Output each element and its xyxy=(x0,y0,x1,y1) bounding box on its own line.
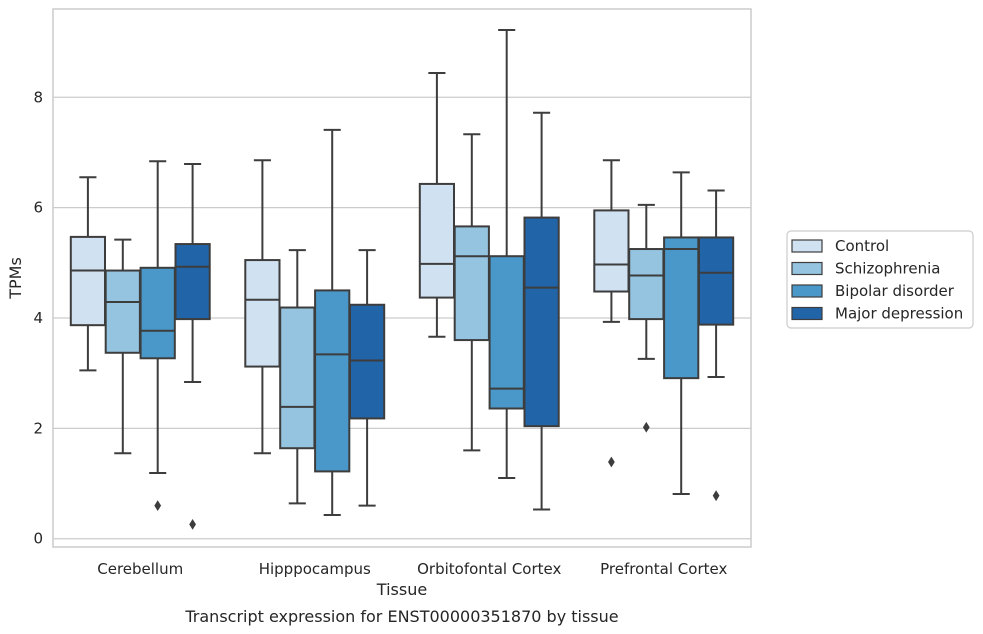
box-control xyxy=(418,72,456,338)
x-axis-label: Tissue xyxy=(376,580,427,599)
y-axis-label: TPMs xyxy=(6,257,25,300)
box-iqr xyxy=(418,182,456,299)
outlier-point xyxy=(608,456,615,468)
plot-frame xyxy=(52,8,752,548)
x-tick-label: Cerebellum xyxy=(97,560,183,578)
y-tick-label: 2 xyxy=(33,419,43,437)
box-iqr xyxy=(174,243,211,321)
box-bipolar-disorder xyxy=(314,128,351,516)
box-bipolar-disorder xyxy=(139,160,176,512)
y-tick-label: 4 xyxy=(33,309,43,327)
box-iqr xyxy=(104,269,141,354)
box-schizophrenia xyxy=(453,133,490,452)
box-iqr xyxy=(488,255,525,410)
box-major-depression xyxy=(523,111,560,511)
box-control xyxy=(244,159,281,455)
y-tick-labels: 0 2 4 6 8 xyxy=(33,88,43,547)
box-bipolar-disorder xyxy=(488,28,525,480)
box-major-depression xyxy=(174,163,211,530)
legend-swatch xyxy=(791,239,823,253)
y-tick-label: 0 xyxy=(33,530,43,548)
legend-entry-label: Control xyxy=(835,237,889,255)
box-iqr xyxy=(139,266,176,360)
legend-box xyxy=(786,230,974,329)
box-iqr xyxy=(348,303,386,420)
box-iqr xyxy=(663,236,700,380)
x-tick-labels: Cerebellum Hipppocampus Orbitofontal Corte… xyxy=(97,560,727,578)
box-schizophrenia xyxy=(104,238,141,455)
box-bipolar-disorder xyxy=(663,171,700,496)
box-iqr xyxy=(314,289,351,473)
legend-swatch xyxy=(791,306,823,321)
box-iqr xyxy=(593,209,630,293)
box-iqr xyxy=(279,306,316,450)
legend-entry-label: Bipolar disorder xyxy=(835,282,955,300)
y-tick-label: 8 xyxy=(33,88,43,106)
box-major-depression xyxy=(697,189,735,502)
legend: Control Schizophrenia Bipolar disorder Majo… xyxy=(786,230,974,329)
box-iqr xyxy=(69,235,107,327)
outlier-point xyxy=(712,490,720,502)
legend-entry-label: Schizophrenia xyxy=(835,260,940,278)
outlier-point xyxy=(642,421,650,433)
box-iqr xyxy=(523,216,560,428)
box-major-depression xyxy=(348,249,386,507)
box-iqr xyxy=(628,248,665,321)
outlier-point xyxy=(154,500,162,512)
x-tick-label: Orbitofontal Cortex xyxy=(417,560,561,578)
box-control xyxy=(593,159,630,468)
legend-entry-label: Major depression xyxy=(835,305,963,323)
outlier-point xyxy=(189,518,196,530)
chart-caption: Transcript expression for ENST0000035187… xyxy=(184,607,618,626)
box-schizophrenia xyxy=(628,203,665,433)
box-iqr xyxy=(697,236,735,326)
box-iqr xyxy=(244,259,281,368)
x-tick-label: Hipppocampus xyxy=(259,560,371,578)
box-iqr xyxy=(453,225,490,342)
legend-swatch xyxy=(791,284,823,298)
box-control xyxy=(69,176,107,372)
legend-swatch xyxy=(791,261,823,276)
x-tick-label: Prefrontal Cortex xyxy=(600,560,727,578)
y-tick-label: 6 xyxy=(33,199,43,217)
box-schizophrenia xyxy=(279,249,316,505)
box-groups xyxy=(69,28,735,530)
